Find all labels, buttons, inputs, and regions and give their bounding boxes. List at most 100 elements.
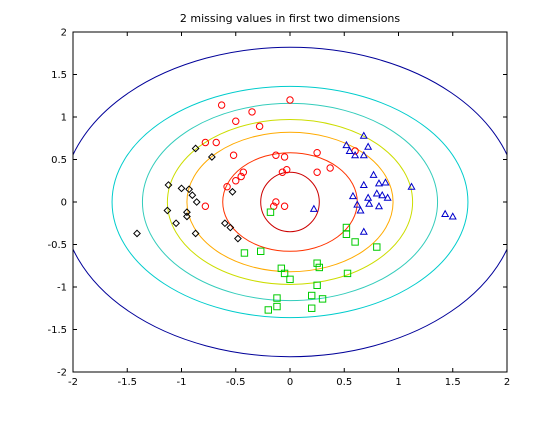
square-marker-point [308, 291, 316, 300]
square-marker-point [343, 269, 352, 278]
y-tick-label: -0.5 [47, 240, 67, 251]
x-tick-label: -1.5 [117, 377, 137, 388]
triangle-marker-point [359, 180, 368, 189]
contour-line-1 [260, 171, 320, 233]
x-tick-label: -0.5 [226, 377, 246, 388]
circle-marker-point [237, 172, 245, 181]
y-tick-label: 1 [61, 113, 67, 124]
axis-layer: -2 -1.5 -1 -0.5 0 0.5 1 1.5 2 -2 -1.5 -1 -0.5 0 0.5 1 1.… [47, 28, 510, 389]
square-marker-point [266, 208, 275, 216]
square-marker-point [286, 275, 294, 284]
triangle-marker-point [365, 199, 374, 207]
circle-marker-point [229, 151, 238, 159]
circle-marker-point [239, 168, 248, 176]
triangle-marker-point [359, 151, 368, 159]
circle-marker-point [272, 151, 280, 159]
marker-layer [133, 96, 457, 314]
plot-frame [72, 31, 508, 373]
x-tick-label: -2 [68, 377, 78, 388]
circle-marker-point [212, 138, 220, 147]
x-tick-label: 1 [395, 377, 401, 388]
diamond-marker-point [163, 206, 172, 215]
square-marker-point [313, 281, 321, 290]
y-tick-label: 1.5 [51, 70, 67, 81]
diamond-marker-point [185, 185, 194, 194]
diamond-marker-point [220, 219, 229, 228]
triangle-marker-point [369, 170, 378, 178]
contour-line-3 [186, 131, 394, 273]
diamond-marker-point [192, 198, 201, 206]
triangle-marker-point [359, 227, 368, 235]
circle-marker-point [232, 177, 240, 185]
triangle-marker-point [374, 202, 384, 210]
triangle-marker-point [383, 193, 392, 201]
triangle-marker-point [364, 193, 373, 201]
triangle-marker-point [348, 191, 357, 200]
circle-marker-point [286, 96, 294, 104]
y-tick-label: 2 [61, 28, 67, 39]
circle-marker-point [272, 198, 280, 206]
diamond-marker-point [177, 184, 186, 193]
diamond-marker-point [172, 219, 180, 228]
circle-marker-point [201, 138, 210, 147]
diamond-marker-point [191, 229, 200, 238]
contour-layer [73, 46, 507, 358]
circle-marker-point [313, 149, 321, 157]
triangle-marker-point [381, 178, 390, 186]
triangle-marker-point [448, 212, 457, 220]
diamond-marker-point [228, 187, 237, 196]
x-tick-label: 1.5 [445, 377, 461, 388]
contour-line-4 [166, 119, 414, 285]
y-tick-label: 0.5 [51, 155, 67, 166]
square-marker-point [273, 302, 281, 311]
y-tick-label: 0 [61, 198, 67, 209]
triangle-marker-point [364, 142, 373, 150]
triangle-marker-point [359, 131, 368, 139]
triangle-marker-point [441, 209, 450, 217]
triangle-marker-point [342, 140, 351, 149]
triangle-marker-point [407, 182, 416, 190]
triangle-marker-point [356, 206, 365, 214]
triangle-marker-point [353, 200, 362, 208]
circle-marker-point [313, 168, 321, 176]
contour-line-2 [222, 152, 358, 252]
diamond-marker-point [183, 212, 191, 221]
square-marker-point [318, 295, 327, 303]
circle-marker-point [278, 168, 287, 176]
x-tick-label: -1 [177, 377, 187, 388]
circle-marker-point [232, 117, 240, 125]
diamond-marker-point [226, 223, 235, 232]
square-marker-point [313, 259, 321, 267]
contour-line-7 [73, 46, 507, 358]
circle-marker-point [326, 164, 334, 172]
square-marker-point [373, 243, 381, 251]
square-marker-point [351, 238, 359, 246]
circle-marker-point [248, 108, 256, 116]
diamond-marker-point [207, 153, 216, 161]
diamond-marker-point [164, 181, 173, 189]
triangle-marker-point [372, 189, 381, 197]
diamond-marker-point [188, 191, 197, 200]
circle-marker-point [280, 202, 289, 210]
triangle-marker-point [378, 190, 387, 199]
circle-marker-point [223, 183, 231, 191]
triangle-marker-point [374, 179, 384, 187]
square-marker-point [308, 304, 316, 312]
square-marker-point [342, 230, 351, 239]
square-marker-point [264, 306, 273, 314]
square-marker-point [257, 247, 265, 256]
x-tick-label: 0.5 [336, 377, 352, 388]
y-tick-label: -1.5 [47, 325, 67, 336]
square-marker-point [315, 263, 323, 272]
diamond-marker-point [183, 208, 191, 217]
y-tick-label: -1 [57, 283, 67, 294]
square-marker-point [240, 249, 249, 257]
triangle-marker-point [309, 204, 318, 212]
contour-line-6 [111, 85, 469, 319]
square-marker-point [280, 269, 289, 278]
triangle-marker-point [351, 151, 360, 159]
x-tick-label: 2 [504, 377, 510, 388]
diamond-marker-point [191, 144, 200, 153]
